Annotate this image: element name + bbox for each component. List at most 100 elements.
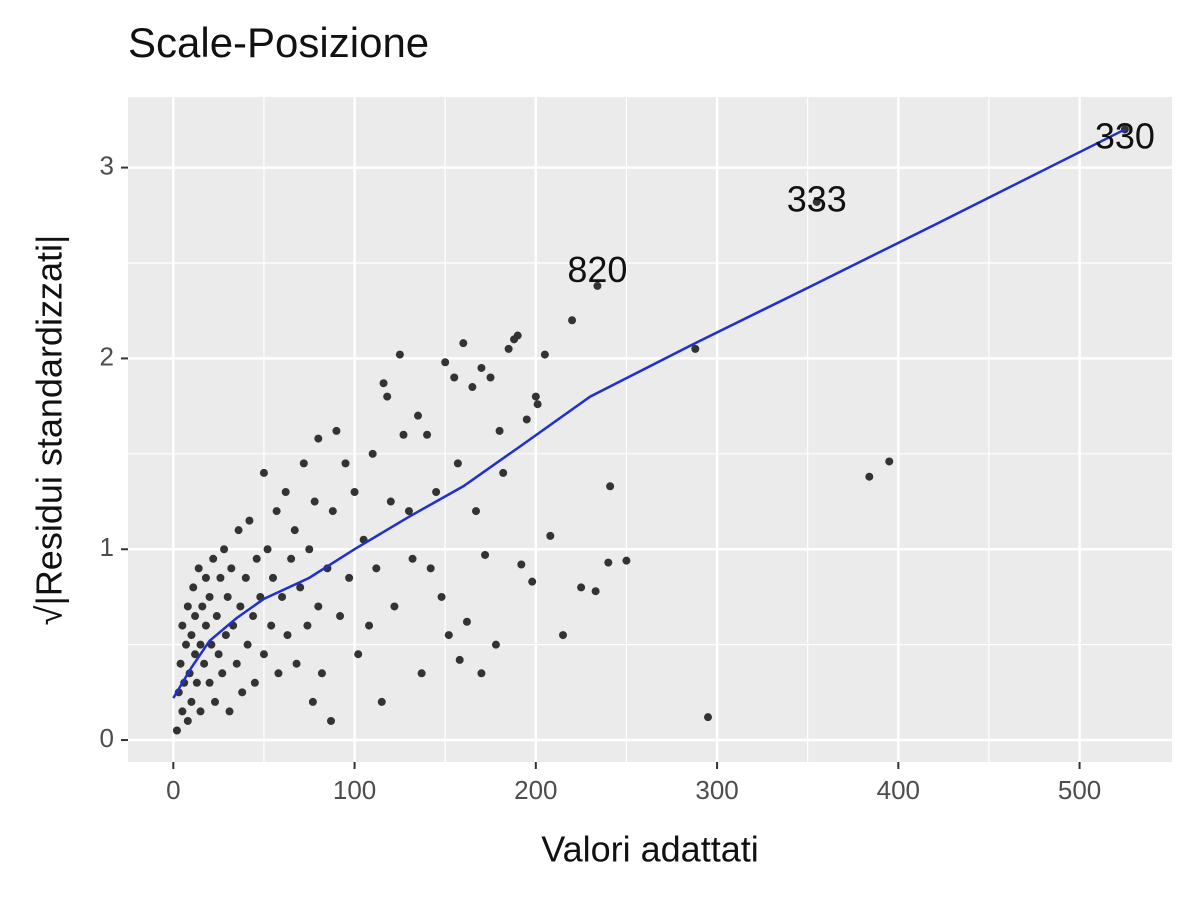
point [417, 669, 426, 678]
point-label: 333 [787, 178, 847, 219]
point [305, 545, 314, 554]
point [327, 716, 335, 725]
point [432, 487, 441, 496]
point [350, 487, 359, 496]
point [182, 640, 190, 649]
point [249, 612, 258, 621]
point [622, 556, 631, 565]
point [234, 526, 243, 535]
point [221, 631, 230, 640]
x-tick-label: 500 [1058, 775, 1101, 805]
point [296, 583, 305, 592]
point [211, 697, 219, 706]
point [243, 640, 252, 649]
point [214, 650, 223, 659]
point [274, 669, 283, 678]
point [292, 659, 301, 668]
x-axis-label: Valori adattati [541, 829, 758, 870]
point [531, 392, 540, 401]
point [328, 507, 337, 516]
point [414, 411, 422, 420]
point [540, 350, 549, 359]
point [495, 426, 504, 435]
point [345, 573, 354, 582]
point [372, 564, 381, 573]
point [201, 621, 210, 630]
grid [128, 97, 1172, 762]
point [704, 713, 712, 722]
point [205, 678, 214, 687]
panel [128, 97, 1172, 762]
point [218, 669, 227, 678]
point [227, 564, 236, 573]
point [225, 707, 234, 716]
point [281, 487, 290, 496]
point [201, 573, 210, 582]
point [183, 602, 192, 611]
y-tick-label: 1 [100, 532, 114, 562]
point [486, 373, 495, 382]
point [259, 468, 268, 477]
point [178, 707, 187, 716]
point [386, 497, 395, 506]
point [517, 560, 526, 569]
point [423, 430, 432, 439]
y-tick-label: 2 [100, 341, 114, 371]
point [591, 587, 600, 596]
point [200, 659, 209, 668]
point [314, 602, 323, 611]
point [278, 592, 287, 601]
point [606, 482, 615, 491]
point [303, 621, 312, 630]
point [192, 678, 201, 687]
point [205, 592, 214, 601]
point [332, 426, 341, 435]
point [310, 497, 319, 506]
point [283, 631, 292, 640]
point [354, 650, 363, 659]
point [191, 650, 200, 659]
point [379, 379, 388, 388]
point [568, 316, 577, 325]
point [194, 564, 203, 573]
point [272, 507, 281, 516]
point [223, 592, 232, 601]
point [178, 621, 187, 630]
point [241, 573, 250, 582]
point [267, 621, 276, 630]
point [604, 558, 613, 567]
point [368, 449, 377, 458]
point [252, 554, 261, 563]
point [528, 577, 537, 586]
point [220, 545, 229, 554]
point [209, 554, 218, 563]
chart-title: Scale-Posizione [128, 19, 429, 66]
x-tick-label: 200 [514, 775, 557, 805]
point [504, 344, 513, 353]
point [812, 197, 821, 206]
point [450, 373, 459, 382]
point [533, 400, 542, 409]
point [236, 602, 245, 611]
point [399, 430, 408, 439]
point [290, 526, 299, 535]
point [259, 650, 268, 659]
point [314, 434, 323, 443]
point [437, 592, 446, 601]
point [308, 697, 317, 706]
y-axis-label: √|Residui standardizzati| [29, 235, 70, 626]
y-tick-label: 0 [100, 723, 114, 753]
point [395, 350, 404, 359]
point [196, 707, 205, 716]
point [455, 655, 464, 664]
point [468, 383, 477, 392]
x-tick-label: 400 [877, 775, 920, 805]
point [238, 688, 247, 697]
point [472, 507, 480, 516]
point-label: 330 [1095, 115, 1155, 156]
point [189, 583, 198, 592]
point [593, 281, 602, 290]
point [522, 415, 531, 424]
point [865, 472, 874, 481]
